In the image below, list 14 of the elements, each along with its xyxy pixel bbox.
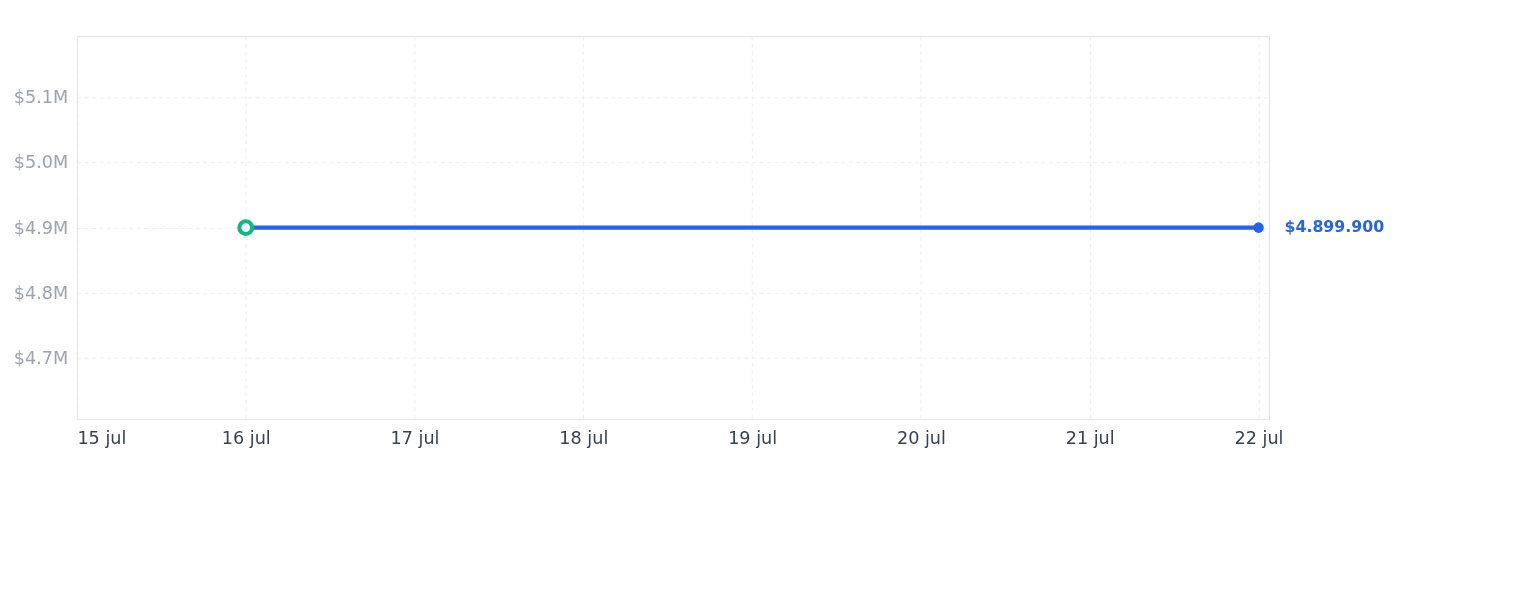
y-tick-label: $4.7M — [13, 347, 69, 368]
x-tick-label: 21 jul — [1065, 428, 1115, 449]
x-tick-label: 20 jul — [896, 428, 946, 449]
data-label: $4.899.900 — [1284, 217, 1385, 237]
x-tick-label: 22 jul — [1234, 428, 1284, 449]
x-tick-label: 16 jul — [221, 428, 271, 449]
x-tick-label: 18 jul — [559, 428, 609, 449]
y-tick-label: $4.9M — [13, 217, 69, 238]
y-tick-label: $5.1M — [13, 87, 69, 108]
x-tick-label: 19 jul — [728, 428, 778, 449]
y-tick-label: $5.0M — [13, 152, 69, 173]
x-tick-label: 15 jul — [77, 428, 127, 449]
y-tick-label: $4.8M — [13, 282, 69, 303]
x-tick-label: 17 jul — [390, 428, 440, 449]
